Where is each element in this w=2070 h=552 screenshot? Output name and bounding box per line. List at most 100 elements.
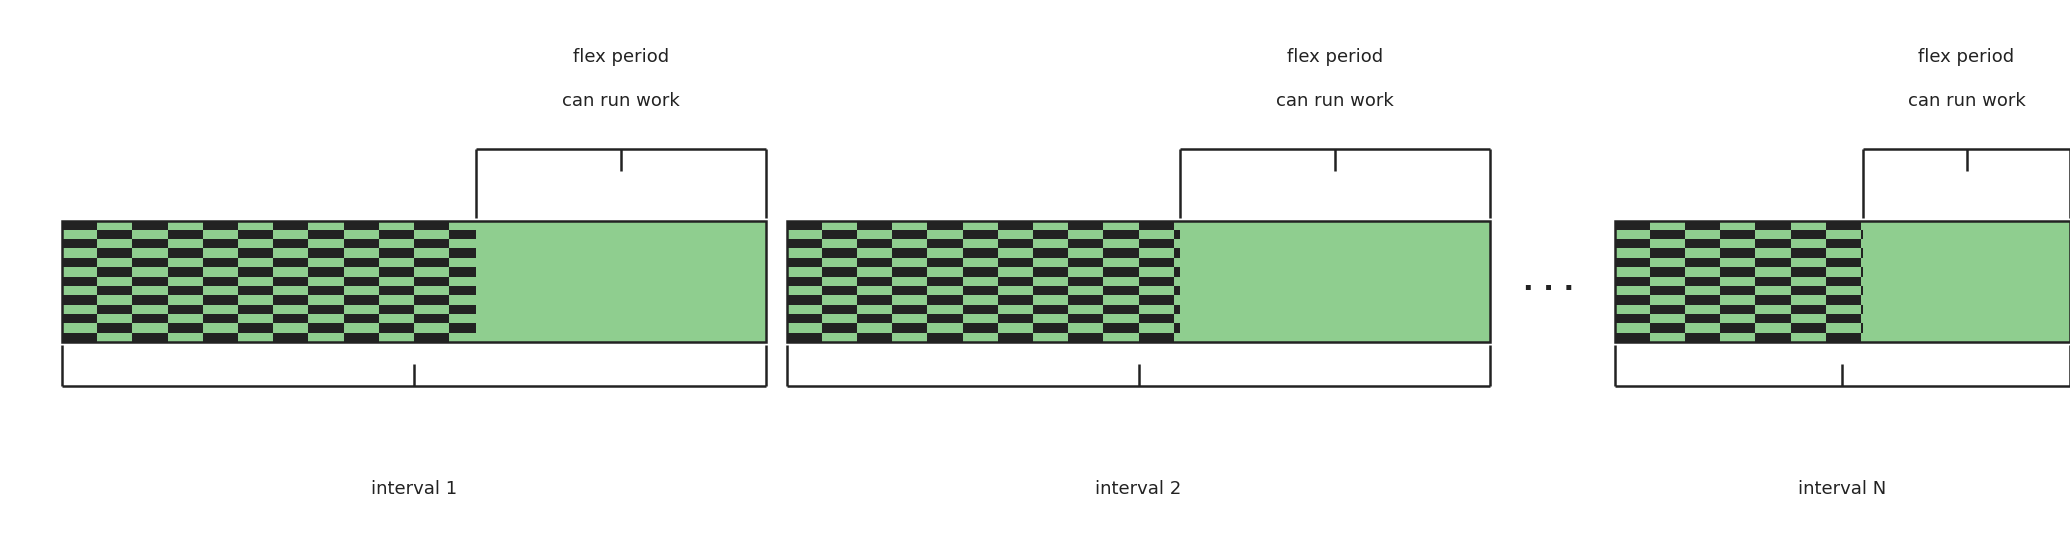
Bar — [449, 305, 476, 314]
Bar — [1861, 305, 1863, 314]
Bar — [857, 239, 892, 248]
Bar — [1720, 323, 1755, 333]
Bar — [892, 305, 927, 314]
Bar — [308, 230, 344, 239]
Bar — [1138, 277, 1174, 286]
Bar — [1861, 286, 1863, 295]
Bar — [1791, 286, 1826, 295]
Bar — [1826, 295, 1861, 305]
Text: flex period: flex period — [573, 48, 669, 66]
Bar — [892, 323, 927, 333]
Bar — [1755, 239, 1791, 248]
Bar — [97, 230, 132, 239]
Bar — [892, 230, 927, 239]
Bar — [1068, 221, 1103, 230]
Bar — [1138, 314, 1174, 323]
Bar — [1685, 258, 1720, 267]
Bar — [344, 239, 379, 248]
Bar — [1650, 286, 1685, 295]
Bar — [998, 295, 1033, 305]
Bar — [787, 333, 822, 342]
Bar — [168, 286, 203, 295]
Text: . . .: . . . — [1524, 268, 1573, 295]
Bar — [927, 221, 963, 230]
Bar — [927, 295, 963, 305]
Bar — [238, 248, 273, 258]
Bar — [1103, 305, 1139, 314]
Bar — [344, 221, 379, 230]
Bar — [998, 258, 1033, 267]
Bar — [1138, 333, 1174, 342]
Bar — [822, 230, 857, 239]
Bar — [97, 286, 132, 295]
Bar — [344, 258, 379, 267]
Bar — [1650, 248, 1685, 258]
Bar — [97, 305, 132, 314]
Bar — [927, 258, 963, 267]
Bar — [1033, 323, 1068, 333]
Bar — [1174, 286, 1180, 295]
Bar — [62, 314, 97, 323]
Bar — [1685, 277, 1720, 286]
Bar — [1033, 305, 1068, 314]
Bar — [1138, 295, 1174, 305]
Bar — [273, 221, 308, 230]
Bar — [1755, 221, 1791, 230]
Bar — [857, 277, 892, 286]
Bar — [97, 323, 132, 333]
Bar — [1174, 305, 1180, 314]
Text: flex period: flex period — [1919, 48, 2014, 66]
Bar — [168, 305, 203, 314]
Bar — [344, 333, 379, 342]
Bar — [1861, 323, 1863, 333]
Bar — [963, 323, 998, 333]
Text: can run work: can run work — [1909, 92, 2024, 110]
Bar — [449, 267, 476, 277]
Bar — [238, 305, 273, 314]
Bar — [308, 286, 344, 295]
Bar — [414, 295, 449, 305]
Bar — [414, 239, 449, 248]
Bar — [308, 248, 344, 258]
Bar — [62, 333, 97, 342]
Bar — [1720, 248, 1755, 258]
Bar — [379, 305, 414, 314]
Bar — [787, 258, 822, 267]
Bar — [203, 333, 238, 342]
Bar — [787, 221, 822, 230]
Bar — [1615, 314, 1650, 323]
Bar — [1033, 248, 1068, 258]
Bar — [1650, 323, 1685, 333]
Bar — [62, 277, 97, 286]
Bar — [963, 267, 998, 277]
Bar — [62, 221, 97, 230]
Bar — [1103, 267, 1139, 277]
Bar — [1174, 267, 1180, 277]
Bar — [1103, 248, 1139, 258]
Bar — [449, 323, 476, 333]
Bar — [1755, 277, 1791, 286]
Bar — [1685, 221, 1720, 230]
Text: flex period: flex period — [1288, 48, 1383, 66]
Bar — [1826, 314, 1861, 323]
Bar — [857, 333, 892, 342]
Bar — [963, 286, 998, 295]
Bar — [927, 239, 963, 248]
Bar — [1791, 267, 1826, 277]
Bar — [963, 230, 998, 239]
Bar — [998, 221, 1033, 230]
Bar — [62, 258, 97, 267]
Bar — [1138, 221, 1174, 230]
Bar — [1174, 230, 1180, 239]
Bar — [168, 230, 203, 239]
Bar — [1826, 333, 1861, 342]
Bar — [787, 221, 1490, 342]
Bar — [1685, 314, 1720, 323]
Bar — [822, 305, 857, 314]
Bar — [414, 314, 449, 323]
Bar — [238, 323, 273, 333]
Bar — [1650, 305, 1685, 314]
Bar — [892, 248, 927, 258]
Bar — [132, 221, 168, 230]
Bar — [414, 277, 449, 286]
